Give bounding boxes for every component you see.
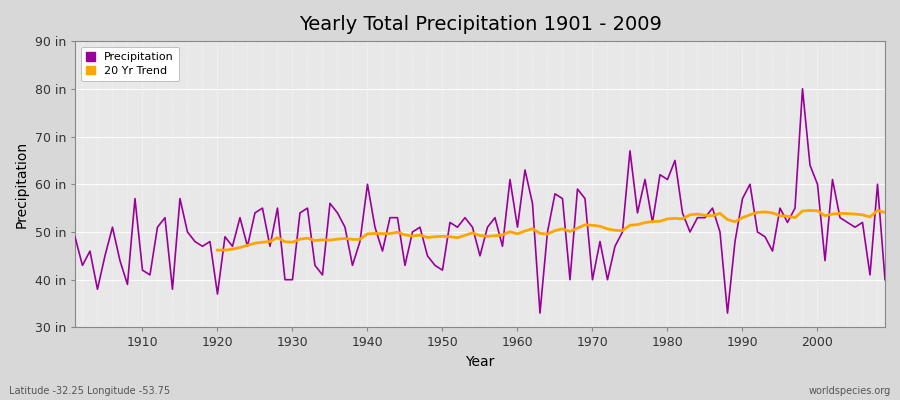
- X-axis label: Year: Year: [465, 355, 495, 369]
- Text: Latitude -32.25 Longitude -53.75: Latitude -32.25 Longitude -53.75: [9, 386, 170, 396]
- Text: worldspecies.org: worldspecies.org: [809, 386, 891, 396]
- Y-axis label: Precipitation: Precipitation: [15, 141, 29, 228]
- Legend: Precipitation, 20 Yr Trend: Precipitation, 20 Yr Trend: [80, 47, 179, 81]
- Title: Yearly Total Precipitation 1901 - 2009: Yearly Total Precipitation 1901 - 2009: [299, 15, 662, 34]
